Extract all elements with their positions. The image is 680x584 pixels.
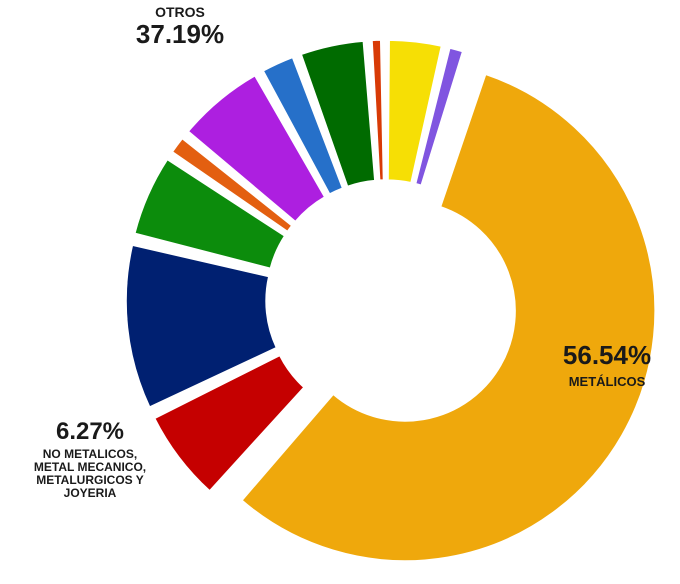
donut-slice-5 (171, 137, 293, 233)
metalicos-percent: 56.54% (562, 340, 652, 370)
no-metalicos-caption-line-2: METAL MECANICO, (33, 460, 147, 474)
metalicos-label: 56.54% METÁLICOS (532, 340, 680, 388)
metalicos-caption: METÁLICOS (568, 374, 646, 389)
donut-slice-1 (240, 73, 656, 562)
donut-slice-11 (414, 47, 464, 187)
no-metalicos-label: 6.27% NO METALICOS, METAL MECANICO, META… (10, 418, 170, 500)
no-metalicos-caption-line-3: METALURGICOS Y (36, 473, 144, 487)
donut-slice-3 (125, 244, 278, 409)
donut-slice-4 (133, 158, 286, 270)
otros-label: OTROS 37.19% (80, 4, 280, 50)
donut-slice-2 (153, 354, 305, 492)
donut-slice-8 (300, 40, 376, 188)
donut-slice-10 (387, 39, 443, 184)
donut-slice-6 (187, 74, 326, 223)
no-metalicos-percent: 6.27% (55, 418, 125, 445)
no-metalicos-caption-line-1: NO METALICOS, (42, 447, 138, 461)
donut-slice-9 (371, 39, 385, 181)
otros-caption: OTROS (155, 4, 205, 20)
no-metalicos-caption-line-4: JOYERIA (63, 486, 117, 500)
otros-percent: 37.19% (135, 19, 225, 49)
donut-slice-7 (262, 56, 344, 196)
